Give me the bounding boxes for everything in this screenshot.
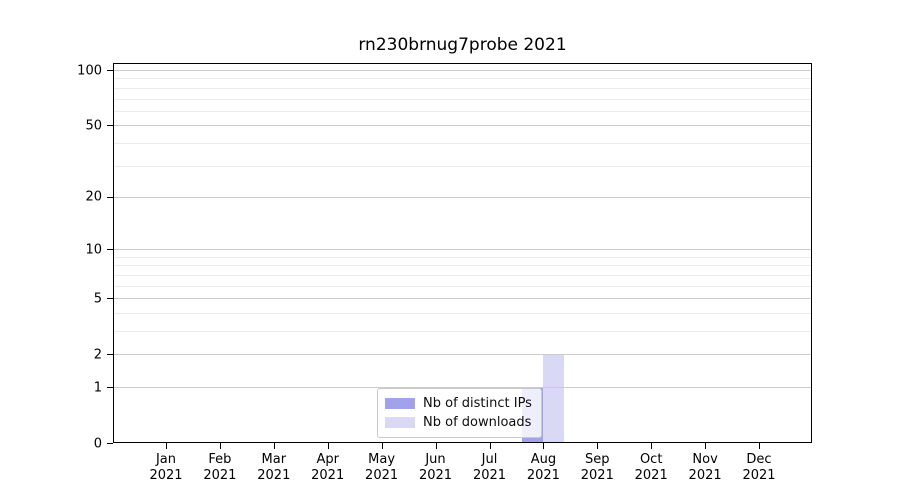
y-tick-label: 1 [93, 380, 102, 395]
y-tick-label: 0 [93, 436, 102, 451]
x-tick-label: Aug 2021 [526, 452, 560, 483]
bar-downloads [543, 354, 565, 443]
x-tick-label: Jul 2021 [472, 452, 507, 483]
y-gridline-minor [114, 265, 811, 267]
legend: Nb of distinct IPs Nb of downloads [377, 388, 542, 438]
y-tick-label: 2 [93, 347, 102, 363]
x-axis-tick [381, 443, 383, 449]
legend-swatch-downloads [385, 417, 415, 428]
x-tick-label: Jun 2021 [418, 452, 453, 483]
x-axis-tick [166, 443, 167, 449]
legend-entry-downloads: Nb of downloads [385, 414, 532, 431]
y-gridline-major [114, 125, 811, 127]
legend-label-downloads: Nb of downloads [423, 415, 532, 430]
y-gridline-major [114, 249, 811, 251]
x-axis-tick [543, 443, 545, 449]
y-axis-tick [107, 387, 113, 388]
x-axis-tick [705, 443, 707, 449]
x-tick-label: May 2021 [365, 452, 399, 483]
y-tick-label: 50 [85, 118, 102, 134]
x-tick-label: Apr 2021 [311, 452, 345, 483]
x-tick-label: Oct 2021 [634, 452, 668, 483]
y-gridline-minor [114, 87, 811, 89]
y-tick-label: 20 [85, 189, 102, 205]
plot-area-border [113, 63, 812, 443]
y-tick-label: 100 [77, 63, 102, 78]
y-gridline-minor [114, 98, 811, 100]
x-tick-label: Nov 2021 [688, 452, 722, 483]
y-axis-tick [107, 196, 113, 198]
y-gridline-major [114, 354, 811, 356]
y-axis-tick [107, 298, 113, 300]
y-gridline-minor [114, 285, 811, 287]
y-axis-tick [107, 443, 113, 444]
x-tick-label: Feb 2021 [203, 452, 237, 483]
legend-entry-distinct-ips: Nb of distinct IPs [385, 395, 532, 412]
y-gridline-major [114, 387, 811, 388]
y-gridline-minor [114, 78, 811, 80]
y-axis-tick [107, 125, 113, 127]
x-axis-tick [219, 443, 221, 449]
y-gridline-major [114, 70, 811, 71]
y-gridline-major [114, 196, 811, 198]
x-tick-label: Jan 2021 [149, 452, 183, 483]
x-tick-label: Sep 2021 [580, 452, 614, 483]
legend-label-distinct-ips: Nb of distinct IPs [423, 396, 532, 411]
y-axis-tick [107, 354, 113, 356]
y-gridline-minor [114, 331, 811, 332]
y-gridline-minor [114, 274, 811, 276]
x-axis-tick [489, 443, 491, 449]
x-axis-tick [435, 443, 437, 449]
x-tick-label: Dec 2021 [742, 452, 776, 483]
y-gridline-minor [114, 142, 811, 144]
x-axis-tick [759, 443, 760, 449]
x-tick-label: Mar 2021 [257, 452, 291, 483]
y-gridline-minor [114, 312, 811, 314]
chart-title: rn230brnug7probe 2021 [358, 35, 567, 55]
legend-swatch-distinct-ips [385, 398, 415, 409]
x-axis-tick [273, 443, 275, 449]
y-axis-tick [107, 70, 113, 71]
x-axis-tick [327, 443, 329, 449]
y-tick-label: 10 [85, 242, 102, 258]
y-tick-label: 5 [93, 291, 102, 307]
y-gridline-minor [114, 165, 811, 167]
y-axis-tick [107, 249, 113, 251]
x-axis-tick [597, 443, 599, 449]
x-axis-tick [651, 443, 653, 449]
y-gridline-minor [114, 110, 811, 112]
y-gridline-major [114, 298, 811, 300]
y-gridline-minor [114, 256, 811, 258]
